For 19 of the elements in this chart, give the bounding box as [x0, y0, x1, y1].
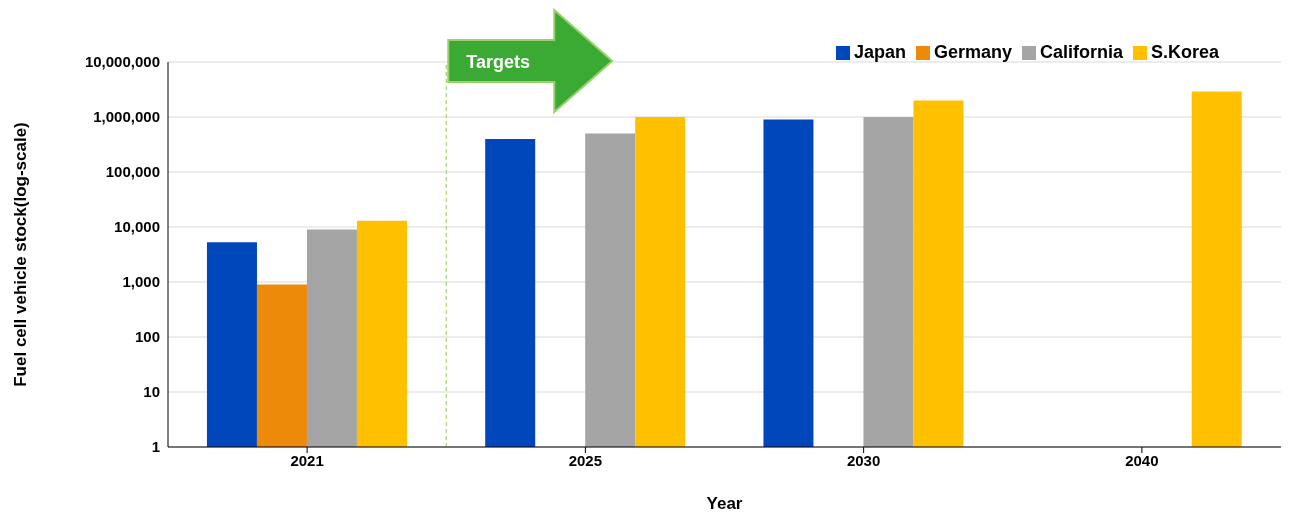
- y-tick-label: 10: [143, 383, 160, 401]
- y-tick-label: 100,000: [105, 163, 160, 181]
- legend-label: California: [1039, 42, 1123, 62]
- y-tick-label: 1,000,000: [93, 108, 160, 126]
- x-tick-label: 2021: [290, 451, 324, 469]
- y-tick-label: 10,000: [114, 218, 160, 236]
- legend-label: Japan: [853, 42, 906, 62]
- y-axis-title: Fuel cell vehicle stock(log-scale): [11, 122, 31, 387]
- x-tick-label: 2030: [846, 451, 881, 469]
- y-tick-label: 1: [151, 438, 160, 456]
- y-tick-label: 10,000,000: [84, 53, 160, 71]
- ref-line-label: Targets: [466, 52, 530, 72]
- x-axis-title: Year: [706, 494, 743, 513]
- y-tick-label: 100: [134, 328, 160, 346]
- legend-label: S.Korea: [1150, 42, 1219, 62]
- y-tick-label: 1,000: [122, 273, 160, 291]
- legend-label: Germany: [933, 42, 1012, 62]
- x-tick-label: 2025: [568, 451, 603, 469]
- x-tick-label: 2040: [1125, 451, 1159, 469]
